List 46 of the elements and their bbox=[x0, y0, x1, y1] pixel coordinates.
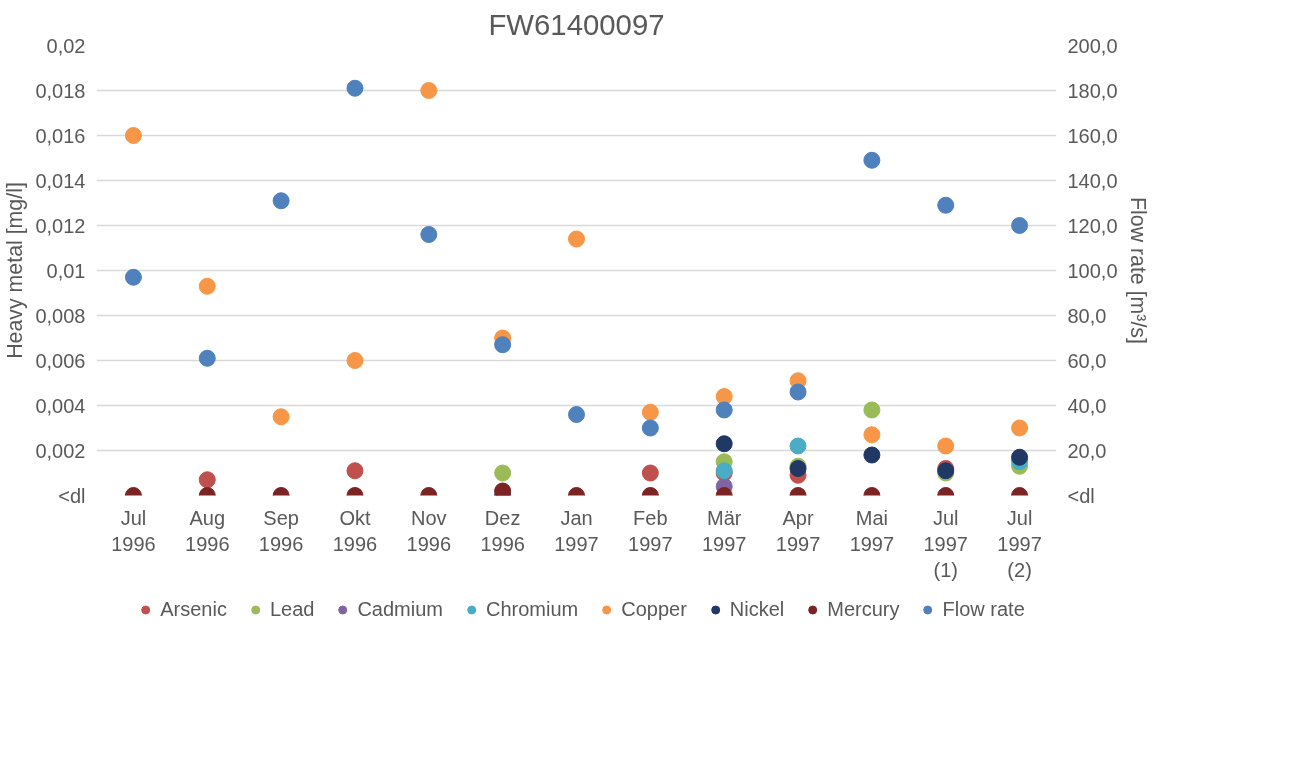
legend-label: Copper bbox=[621, 597, 687, 621]
y2-tick-label: 60,0 bbox=[1067, 349, 1107, 372]
legend-label: Flow rate bbox=[942, 597, 1025, 621]
legend-label: Nickel bbox=[729, 597, 785, 621]
y2-tick-label: 80,0 bbox=[1067, 304, 1107, 327]
legend-label: Mercury bbox=[827, 597, 900, 621]
x-tick-label: Nov 1996 bbox=[406, 506, 452, 555]
y-tick-label: 0,002 bbox=[35, 439, 86, 462]
y-tick-label: <dl bbox=[58, 484, 86, 507]
x-tick-label: Jul 1997 (2) bbox=[997, 506, 1042, 582]
legend-label: Cadmium bbox=[357, 597, 443, 621]
y2-axis-title: Flow rate [m³/s] bbox=[1125, 197, 1150, 344]
y-tick-label: 0,02 bbox=[46, 34, 86, 57]
y-tick-label: 0,016 bbox=[35, 124, 86, 147]
y-tick-label: 0,004 bbox=[35, 394, 86, 417]
y-tick-label: 0,012 bbox=[35, 214, 86, 237]
x-tick-label: Mai 1997 bbox=[849, 506, 895, 555]
y2-tick-label: 180,0 bbox=[1067, 79, 1118, 102]
y-tick-label: 0,006 bbox=[35, 349, 86, 372]
y-tick-label: 0,018 bbox=[35, 79, 86, 102]
x-tick-label: Mär 1997 bbox=[701, 506, 747, 555]
y2-tick-label: 100,0 bbox=[1067, 259, 1118, 282]
y2-tick-label: 40,0 bbox=[1067, 394, 1107, 417]
x-tick-label: Aug 1996 bbox=[185, 506, 230, 555]
x-tick-label: Jan 1997 bbox=[554, 506, 599, 555]
y2-tick-label: 200,0 bbox=[1067, 34, 1118, 57]
legend-label: Arsenic bbox=[160, 597, 227, 621]
x-tick-label: Jul 1997 (1) bbox=[923, 506, 968, 582]
x-tick-label: Jul 1996 bbox=[111, 506, 156, 555]
x-tick-label: Okt 1996 bbox=[332, 506, 378, 555]
x-tick-label: Feb 1997 bbox=[628, 506, 673, 555]
y2-tick-label: <dl bbox=[1067, 484, 1095, 507]
y2-tick-label: 20,0 bbox=[1067, 439, 1107, 462]
y-axis-title: Heavy metal [mg/l] bbox=[3, 182, 28, 359]
y-tick-label: 0,008 bbox=[35, 304, 86, 327]
x-tick-label: Dez 1996 bbox=[480, 506, 525, 555]
y2-tick-label: 120,0 bbox=[1067, 214, 1118, 237]
x-tick-label: Apr 1997 bbox=[775, 506, 821, 555]
chart-title: FW61400097 bbox=[488, 7, 665, 41]
y-tick-label: 0,01 bbox=[46, 259, 86, 282]
y2-tick-label: 160,0 bbox=[1067, 124, 1118, 147]
x-tick-label: Sep 1996 bbox=[258, 506, 304, 555]
y-tick-label: 0,014 bbox=[35, 169, 86, 192]
legend-label: Lead bbox=[269, 597, 315, 621]
y2-tick-label: 140,0 bbox=[1067, 169, 1118, 192]
legend-label: Chromium bbox=[485, 597, 579, 621]
